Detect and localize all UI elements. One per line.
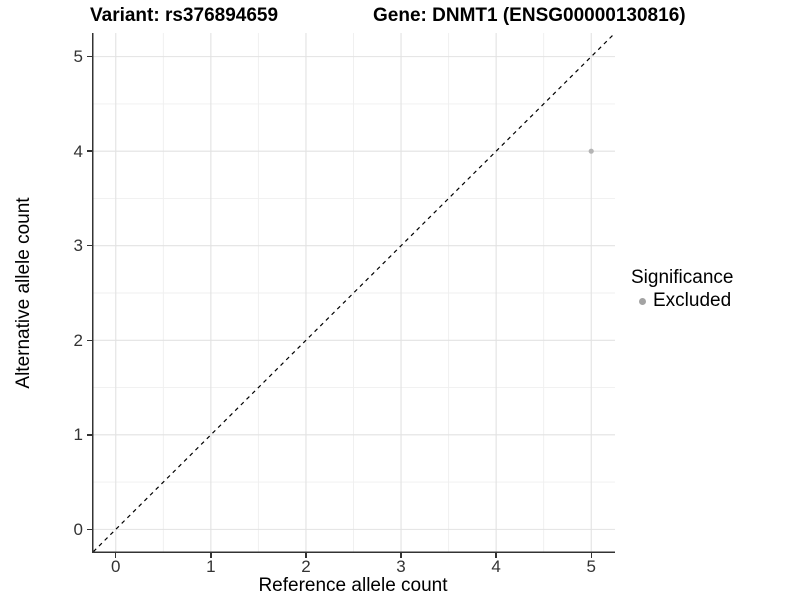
y-tick-label: 4 — [73, 141, 83, 161]
y-tick-label: 5 — [73, 47, 83, 67]
identity-reference-line — [92, 33, 615, 553]
data-point — [588, 148, 594, 154]
legend-key — [631, 297, 653, 305]
x-tick-label: 0 — [111, 557, 121, 576]
x-tick-label: 4 — [491, 557, 501, 576]
x-tick-mark — [115, 553, 117, 558]
legend-title: Significance — [631, 267, 734, 288]
plot-panel — [92, 33, 615, 553]
y-tick-mark — [87, 245, 92, 247]
y-tick-label: 1 — [73, 425, 83, 445]
y-tick-mark — [87, 528, 92, 531]
x-tick-label: 5 — [586, 557, 596, 576]
x-tick-mark — [400, 553, 402, 558]
legend-item-excluded: Excluded — [631, 290, 733, 312]
x-tick-mark — [590, 553, 592, 558]
x-tick-label: 2 — [301, 557, 311, 576]
x-tick-mark — [495, 553, 497, 558]
y-tick-label: 2 — [73, 330, 83, 350]
plot-title-gene: Gene: DNMT1 (ENSG00000130816) — [373, 5, 686, 26]
legend-item-label: Excluded — [653, 290, 732, 311]
plot-title-variant: Variant: rs376894659 — [90, 5, 279, 26]
y-tick-mark — [87, 55, 92, 58]
x-tick-mark — [210, 553, 212, 558]
y-tick-label: 0 — [73, 519, 83, 539]
legend: Significance Excluded — [631, 267, 733, 312]
x-tick-label: 3 — [396, 557, 406, 576]
plot-canvas — [92, 33, 615, 553]
x-axis-title: Reference allele count — [258, 575, 448, 596]
x-tick-mark — [305, 553, 307, 558]
y-axis-title: Alternative allele count — [13, 197, 34, 389]
y-tick-label: 3 — [73, 236, 83, 256]
y-tick-mark — [87, 339, 92, 341]
y-tick-mark — [87, 434, 92, 436]
excluded-point-icon — [638, 297, 646, 305]
x-tick-label: 1 — [206, 557, 216, 576]
y-tick-mark — [87, 150, 92, 152]
